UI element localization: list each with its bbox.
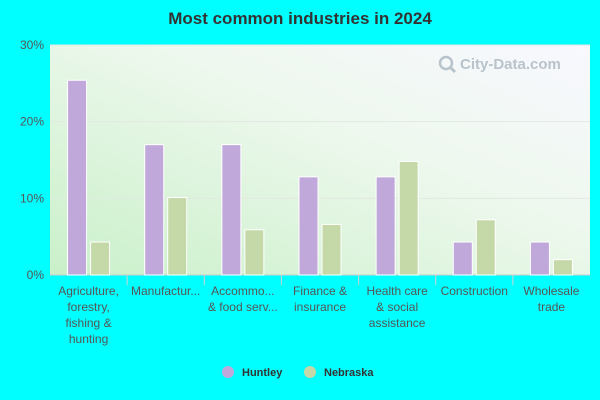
x-category-label-line: & food serv...	[208, 300, 278, 314]
x-category-label-line: Health care	[366, 284, 428, 298]
bar-huntley-5[interactable]	[452, 241, 473, 276]
y-tick-label: 10%	[20, 191, 44, 205]
legend-label-huntley: Huntley	[242, 367, 283, 379]
legend-swatch-nebraska	[304, 366, 316, 378]
y-tick-label: 30%	[20, 38, 44, 52]
y-tick-label: 20%	[20, 115, 44, 129]
legend: Huntley Nebraska	[222, 366, 374, 379]
x-category-label: Manufactur...	[131, 284, 200, 298]
chart-title: Most common industries in 2024	[168, 9, 432, 28]
x-category-label: Accommo... & food serv...	[208, 284, 278, 314]
x-category-label: Health care & social assistance	[366, 284, 428, 330]
x-category-label: Wholesale trade	[523, 284, 579, 314]
bar-nebraska-5[interactable]	[475, 219, 496, 276]
bar-nebraska-3[interactable]	[321, 223, 342, 276]
y-tick-label: 0%	[27, 268, 45, 282]
x-category-label-line: Manufactur...	[131, 284, 200, 298]
bar-huntley-2[interactable]	[221, 144, 242, 276]
legend-swatch-huntley	[222, 366, 234, 378]
x-category-label: Agriculture, forestry, fishing & hunting	[58, 284, 119, 346]
bar-huntley-3[interactable]	[298, 176, 319, 276]
x-category-label-line: Construction	[441, 284, 508, 298]
y-axis: 0% 10% 20% 30%	[20, 38, 590, 285]
legend-label-nebraska: Nebraska	[324, 367, 374, 379]
x-axis-labels: Agriculture, forestry, fishing & hunting Man…	[58, 284, 580, 346]
plot-background	[50, 45, 590, 275]
x-category-label-line: hunting	[69, 332, 108, 346]
watermark-text: City-Data.com	[460, 56, 561, 73]
magnifier-handle	[448, 65, 457, 74]
x-category-label-line: forestry,	[67, 300, 109, 314]
bar-nebraska-4[interactable]	[398, 161, 419, 276]
bar-nebraska-1[interactable]	[167, 197, 188, 276]
x-category-label: Construction	[441, 284, 508, 298]
magnifier-icon	[438, 55, 454, 71]
watermark: City-Data.com	[438, 55, 561, 74]
x-category-label: Finance & insurance	[293, 284, 347, 314]
x-category-label-line: assistance	[369, 316, 426, 330]
bar-nebraska-0[interactable]	[90, 241, 111, 276]
bar-huntley-6[interactable]	[529, 241, 550, 276]
bar-nebraska-6[interactable]	[552, 259, 573, 276]
x-category-label-line: Agriculture,	[58, 284, 119, 298]
x-category-label-line: Wholesale	[523, 284, 579, 298]
bar-huntley-1[interactable]	[144, 144, 165, 276]
x-category-label-line: Finance &	[293, 284, 347, 298]
bar-huntley-0[interactable]	[67, 79, 88, 276]
bar-huntley-4[interactable]	[375, 176, 396, 276]
grid-lines	[50, 44, 590, 199]
x-category-label-line: & social	[376, 300, 418, 314]
x-category-label-line: fishing &	[66, 316, 112, 330]
x-category-label-line: insurance	[294, 300, 346, 314]
x-category-label-line: Accommo...	[211, 284, 274, 298]
bars	[67, 79, 573, 276]
x-category-label-line: trade	[538, 300, 566, 314]
bar-nebraska-2[interactable]	[244, 229, 265, 276]
